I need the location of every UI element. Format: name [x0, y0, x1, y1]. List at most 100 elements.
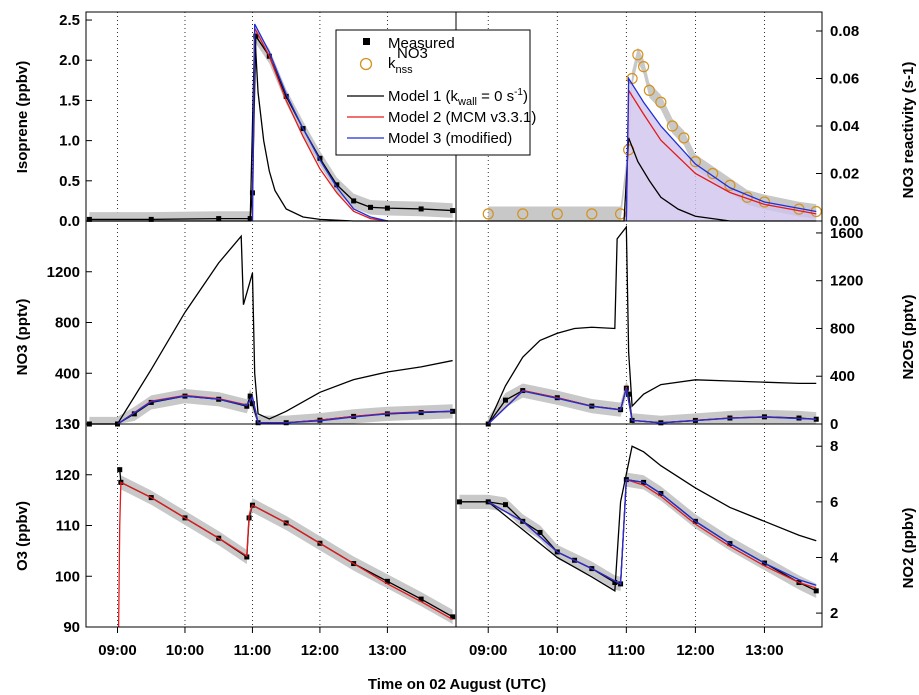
measured-point	[813, 588, 819, 594]
legend-label-knss: knss	[388, 55, 413, 76]
y-tick-label: 1.5	[59, 92, 80, 109]
measured-point	[317, 155, 323, 161]
uncertainty-band	[488, 381, 817, 424]
y-tick-label: 1600	[830, 225, 863, 242]
panel-o3	[117, 462, 456, 628]
measured-point	[418, 596, 424, 602]
series-line-model	[487, 478, 817, 586]
ylabel-no3-reactivity: NO3 reactivity (s-1)	[900, 62, 917, 199]
knss-point	[632, 49, 644, 61]
y-tick-label: 2.5	[59, 12, 80, 29]
x-tick-label: 09:00	[98, 642, 136, 659]
measured-point	[117, 467, 123, 473]
knss-point	[643, 84, 655, 96]
panel-n2o5	[485, 225, 819, 427]
measured-point	[86, 216, 92, 222]
x-tick-label: 13:00	[745, 642, 783, 659]
x-tick-label: 12:00	[676, 642, 714, 659]
measured-point	[450, 614, 456, 620]
measured-point	[247, 393, 253, 399]
plot-area: 0.0 0.5 1.0 1.5 2.0 2.5 0.00 0.02 0.04 0.06 0.08 0 4…	[47, 11, 863, 659]
reactivity-fill	[626, 78, 817, 221]
knss-point	[666, 120, 678, 132]
knss-point	[517, 208, 529, 220]
measured-point	[283, 93, 289, 99]
panel-no2	[456, 445, 819, 598]
ylabel-o3: O3 (ppbv)	[14, 501, 31, 571]
measured-point	[450, 208, 456, 214]
measured-point	[216, 216, 222, 222]
knss-point	[810, 205, 822, 218]
y-tick-label: 0.0	[59, 213, 80, 230]
knss-point	[655, 96, 667, 108]
y-tick-label: 0.02	[830, 166, 859, 183]
panel-isoprene	[86, 23, 456, 222]
measured-point	[502, 397, 508, 403]
measured-point	[249, 401, 255, 407]
panel-no3	[86, 234, 456, 427]
series-line-model	[459, 445, 817, 592]
y-tick-label: 0.06	[830, 71, 859, 88]
knss-point	[638, 61, 650, 73]
uncertainty-band	[89, 28, 453, 221]
knss-point	[707, 167, 719, 180]
series-line-model	[251, 27, 388, 222]
series-line-model	[625, 88, 817, 222]
knss-point	[482, 208, 494, 220]
x-tick-label: 12:00	[301, 642, 339, 659]
y-tick-label: 800	[830, 320, 855, 337]
measured-point	[368, 204, 374, 210]
series-line-model	[487, 225, 817, 425]
legend-label-measured: Measured	[388, 35, 455, 52]
y-tick-label: 90	[63, 619, 80, 636]
x-tick-label: 09:00	[469, 642, 507, 659]
x-tick-label: 10:00	[538, 642, 576, 659]
y-tick-label: 1200	[830, 273, 863, 290]
measured-point	[351, 198, 357, 204]
measured-point	[148, 216, 154, 222]
ylabel-n2o5: N2O5 (pptv)	[900, 294, 917, 379]
measured-point	[537, 529, 543, 535]
series-line-model	[89, 234, 453, 425]
legend-box	[335, 29, 531, 156]
x-tick-label: 11:00	[234, 642, 272, 659]
series-line-model	[117, 395, 453, 425]
y-tick-label: 4	[830, 549, 839, 566]
y-tick-label: 0	[830, 416, 838, 433]
legend-label-knss-sup: NO3	[397, 45, 428, 62]
series-line-model	[117, 481, 453, 628]
legend-marker-knss	[359, 57, 373, 71]
xlabel: Time on 02 August (UTC)	[368, 676, 546, 693]
x-tick-label: 11:00	[608, 642, 646, 659]
legend-label-model3: Model 3 (modified)	[388, 130, 512, 147]
measured-point	[253, 33, 259, 39]
y-tick-label: 2.0	[59, 52, 80, 69]
legend: Measured knss NO3 Model 1 (kwall = 0 s-1…	[335, 29, 536, 156]
y-tick-label: 400	[55, 365, 80, 382]
measured-point	[502, 502, 508, 508]
measured-point	[418, 206, 424, 212]
y-tick-label: 1.0	[59, 133, 80, 150]
series-line-model	[251, 23, 388, 222]
y-tick-label: 0.00	[830, 213, 859, 230]
y-tick-label: 0	[72, 416, 80, 433]
y-tick-label: 120	[55, 467, 80, 484]
y-tick-label: 0.04	[830, 118, 860, 135]
ylabel-isoprene: Isoprene (ppbv)	[14, 61, 31, 174]
measured-point	[131, 411, 137, 417]
y-tick-label: 100	[55, 568, 80, 585]
y-tick-label: 0.08	[830, 23, 859, 40]
legend-label-model2: Model 2 (MCM v3.3.1)	[388, 109, 536, 126]
y-tick-label: 110	[56, 518, 80, 535]
series-line-model	[487, 388, 817, 425]
knss-point	[689, 156, 701, 168]
legend-marker-measured	[363, 38, 370, 45]
ylabel-no2: NO2 (ppbv)	[900, 508, 917, 589]
y-tick-label: 2	[830, 605, 838, 622]
x-tick-label: 13:00	[368, 642, 406, 659]
knss-point	[678, 132, 690, 144]
measured-point	[384, 578, 390, 584]
uncertainty-band	[488, 47, 817, 222]
measured-point	[334, 182, 340, 188]
